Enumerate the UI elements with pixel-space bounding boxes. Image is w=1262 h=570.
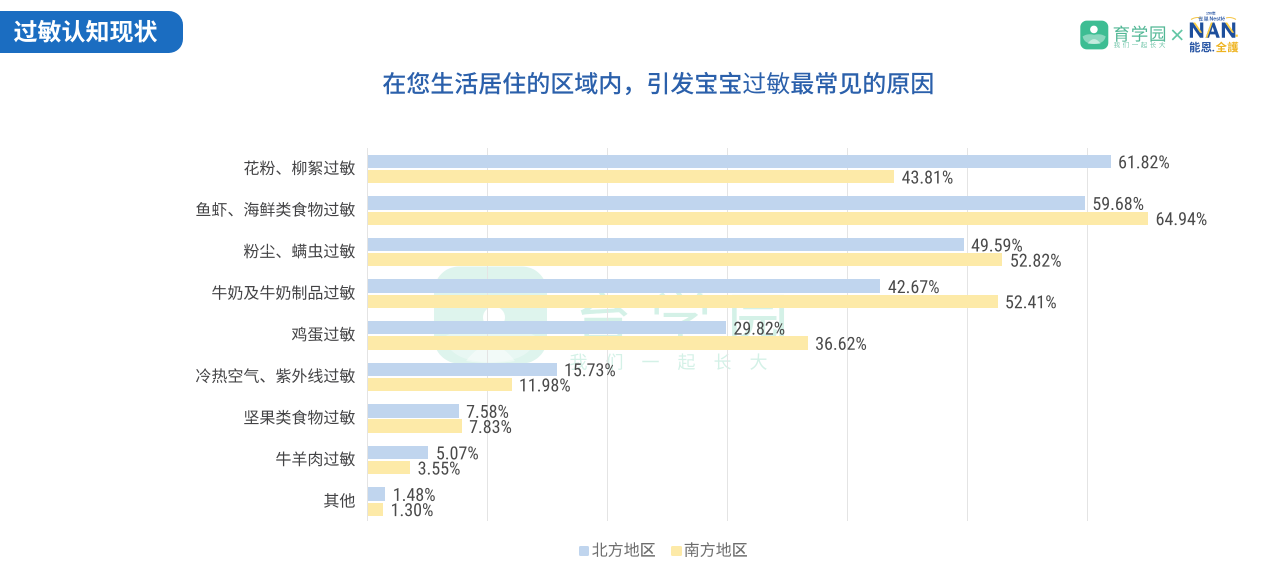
svg-text:150年: 150年	[1206, 11, 1216, 16]
svg-text:Nestlé: Nestlé	[1210, 17, 1226, 23]
